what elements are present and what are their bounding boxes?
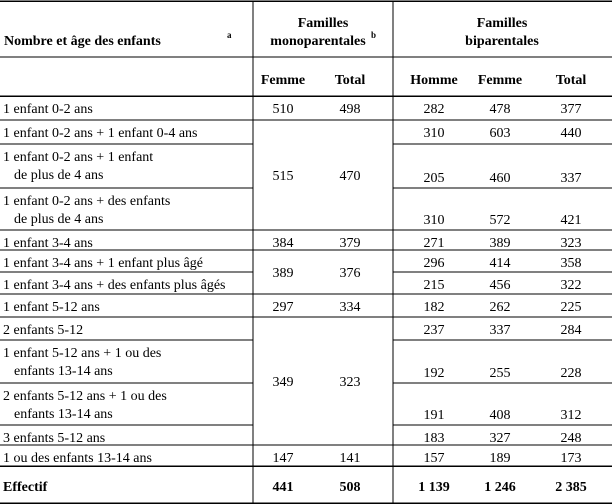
row-label: 2 enfants 5-12 ans + 1 ou des bbox=[3, 389, 167, 404]
effectif-value: 2 385 bbox=[555, 480, 587, 495]
biparental-value: 310 bbox=[424, 126, 445, 141]
effectif-value: 1 246 bbox=[484, 480, 516, 495]
monoparental-value: 141 bbox=[340, 451, 361, 466]
row-label: 1 ou des enfants 13-14 ans bbox=[3, 451, 152, 466]
subcolumn-header: Total bbox=[335, 73, 366, 88]
row-label: 3 enfants 5-12 ans bbox=[3, 431, 105, 446]
biparental-value: 284 bbox=[561, 323, 582, 338]
group-header-monoparental: Familles bbox=[298, 16, 349, 31]
biparental-value: 157 bbox=[424, 451, 445, 466]
biparental-value: 282 bbox=[424, 102, 445, 117]
column-header-children: Nombre et âge des enfants bbox=[4, 34, 161, 49]
group-header-biparental: Familles bbox=[477, 16, 528, 31]
biparental-value: 173 bbox=[561, 451, 582, 466]
subcolumn-header: Homme bbox=[410, 73, 457, 88]
biparental-value: 323 bbox=[561, 236, 582, 251]
row-label: 1 enfant 0-2 ans + 1 enfant 0-4 ans bbox=[3, 126, 198, 141]
row-label: de plus de 4 ans bbox=[14, 212, 103, 227]
row-label: 1 enfant 0-2 ans bbox=[3, 102, 93, 117]
row-label: enfants 13-14 ans bbox=[14, 407, 113, 422]
effectif-value: 441 bbox=[273, 480, 294, 495]
row-label: 1 enfant 3-4 ans + 1 enfant plus âgé bbox=[3, 256, 203, 271]
row-label: enfants 13-14 ans bbox=[14, 364, 113, 379]
monoparental-value: 498 bbox=[340, 102, 361, 117]
biparental-value: 322 bbox=[561, 278, 582, 293]
biparental-value: 337 bbox=[490, 323, 511, 338]
footnote-marker-a: a bbox=[227, 30, 232, 40]
biparental-value: 225 bbox=[561, 300, 582, 315]
effectif-value: 1 139 bbox=[418, 480, 450, 495]
subcolumn-header: Total bbox=[556, 73, 587, 88]
group-header-monoparental: monoparentales bbox=[270, 34, 366, 49]
effectif-label: Effectif bbox=[3, 480, 48, 495]
biparental-value: 408 bbox=[490, 408, 511, 423]
biparental-value: 191 bbox=[424, 408, 445, 423]
biparental-value: 262 bbox=[490, 300, 511, 315]
monoparental-value: 384 bbox=[273, 236, 294, 251]
monoparental-value: 376 bbox=[340, 266, 361, 281]
monoparental-value: 349 bbox=[273, 375, 294, 390]
biparental-value: 414 bbox=[490, 256, 511, 271]
row-label: 2 enfants 5-12 bbox=[3, 323, 83, 338]
biparental-value: 327 bbox=[490, 431, 511, 446]
biparental-value: 310 bbox=[424, 213, 445, 228]
biparental-value: 478 bbox=[490, 102, 511, 117]
monoparental-value: 297 bbox=[273, 300, 294, 315]
row-label: 1 enfant 5-12 ans bbox=[3, 300, 100, 315]
biparental-value: 215 bbox=[424, 278, 445, 293]
monoparental-value: 515 bbox=[273, 169, 294, 184]
monoparental-value: 323 bbox=[340, 375, 361, 390]
row-label: 1 enfant 3-4 ans bbox=[3, 236, 93, 251]
monoparental-value: 510 bbox=[273, 102, 294, 117]
row-label: 1 enfant 5-12 ans + 1 ou des bbox=[3, 346, 161, 361]
subcolumn-header: Femme bbox=[261, 73, 305, 88]
biparental-value: 182 bbox=[424, 300, 445, 315]
monoparental-value: 389 bbox=[273, 266, 294, 281]
biparental-value: 337 bbox=[561, 171, 582, 186]
biparental-value: 312 bbox=[561, 408, 582, 423]
biparental-value: 228 bbox=[561, 366, 582, 381]
biparental-value: 248 bbox=[561, 431, 582, 446]
biparental-value: 572 bbox=[490, 213, 511, 228]
row-label: 1 enfant 0-2 ans + 1 enfant bbox=[3, 150, 153, 165]
biparental-value: 421 bbox=[561, 213, 582, 228]
monoparental-value: 334 bbox=[340, 300, 361, 315]
effectif-value: 508 bbox=[340, 480, 361, 495]
biparental-value: 456 bbox=[490, 278, 511, 293]
row-label: de plus de 4 ans bbox=[14, 168, 103, 183]
monoparental-value: 147 bbox=[273, 451, 294, 466]
biparental-value: 271 bbox=[424, 236, 445, 251]
biparental-value: 183 bbox=[424, 431, 445, 446]
biparental-value: 603 bbox=[490, 126, 511, 141]
biparental-value: 358 bbox=[561, 256, 582, 271]
group-header-biparental: biparentales bbox=[465, 34, 539, 49]
biparental-value: 192 bbox=[424, 366, 445, 381]
biparental-value: 205 bbox=[424, 171, 445, 186]
biparental-value: 440 bbox=[561, 126, 582, 141]
biparental-value: 189 bbox=[490, 451, 511, 466]
footnote-marker-b: b bbox=[371, 30, 376, 40]
row-label: 1 enfant 0-2 ans + des enfants bbox=[3, 194, 170, 209]
monoparental-value: 379 bbox=[340, 236, 361, 251]
biparental-value: 460 bbox=[490, 171, 511, 186]
row-label: 1 enfant 3-4 ans + des enfants plus âgés bbox=[3, 278, 226, 293]
biparental-value: 296 bbox=[424, 256, 445, 271]
monoparental-value: 470 bbox=[340, 169, 361, 184]
biparental-value: 255 bbox=[490, 366, 511, 381]
subcolumn-header: Femme bbox=[478, 73, 522, 88]
biparental-value: 389 bbox=[490, 236, 511, 251]
biparental-value: 377 bbox=[561, 102, 582, 117]
biparental-value: 237 bbox=[424, 323, 445, 338]
